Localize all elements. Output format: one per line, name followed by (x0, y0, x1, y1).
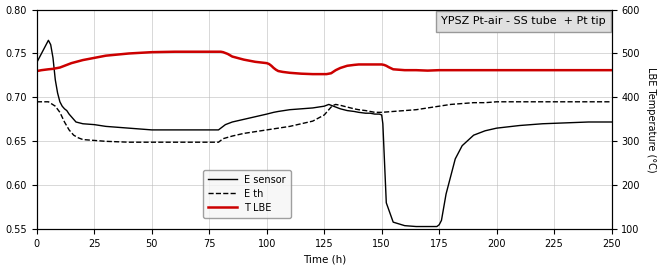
E sensor (412, 225, 420, 228)
T LBE (516, 69, 524, 72)
E sensor (33, 61, 41, 64)
Text: YPSZ Pt-air - SS tube  + Pt tip: YPSZ Pt-air - SS tube + Pt tip (441, 16, 606, 26)
E th (214, 141, 222, 144)
E th (375, 111, 383, 114)
T LBE (373, 63, 381, 66)
Line: T LBE: T LBE (37, 52, 612, 74)
E sensor (608, 120, 616, 124)
E sensor (332, 106, 340, 109)
T LBE (380, 63, 388, 66)
T LBE (608, 69, 616, 72)
T LBE (33, 69, 41, 73)
E sensor (493, 127, 500, 130)
E sensor (91, 123, 99, 126)
Y-axis label: LBE Temperature (°C): LBE Temperature (°C) (647, 66, 657, 172)
E sensor (336, 107, 344, 110)
E th (297, 122, 305, 125)
Legend: E sensor, E th, T LBE: E sensor, E th, T LBE (203, 170, 291, 218)
E th (33, 100, 41, 103)
X-axis label: Time (h): Time (h) (303, 254, 346, 264)
E th (125, 141, 133, 144)
E th (608, 100, 616, 103)
T LBE (493, 69, 500, 72)
E th (56, 111, 64, 114)
E sensor (44, 39, 52, 42)
E th (52, 104, 60, 108)
T LBE (308, 73, 316, 76)
E sensor (102, 125, 110, 128)
T LBE (481, 69, 489, 72)
Line: E th: E th (37, 102, 612, 142)
T LBE (412, 69, 420, 72)
E sensor (219, 125, 227, 128)
Line: E sensor: E sensor (37, 40, 612, 227)
T LBE (171, 50, 179, 53)
E th (371, 111, 379, 114)
